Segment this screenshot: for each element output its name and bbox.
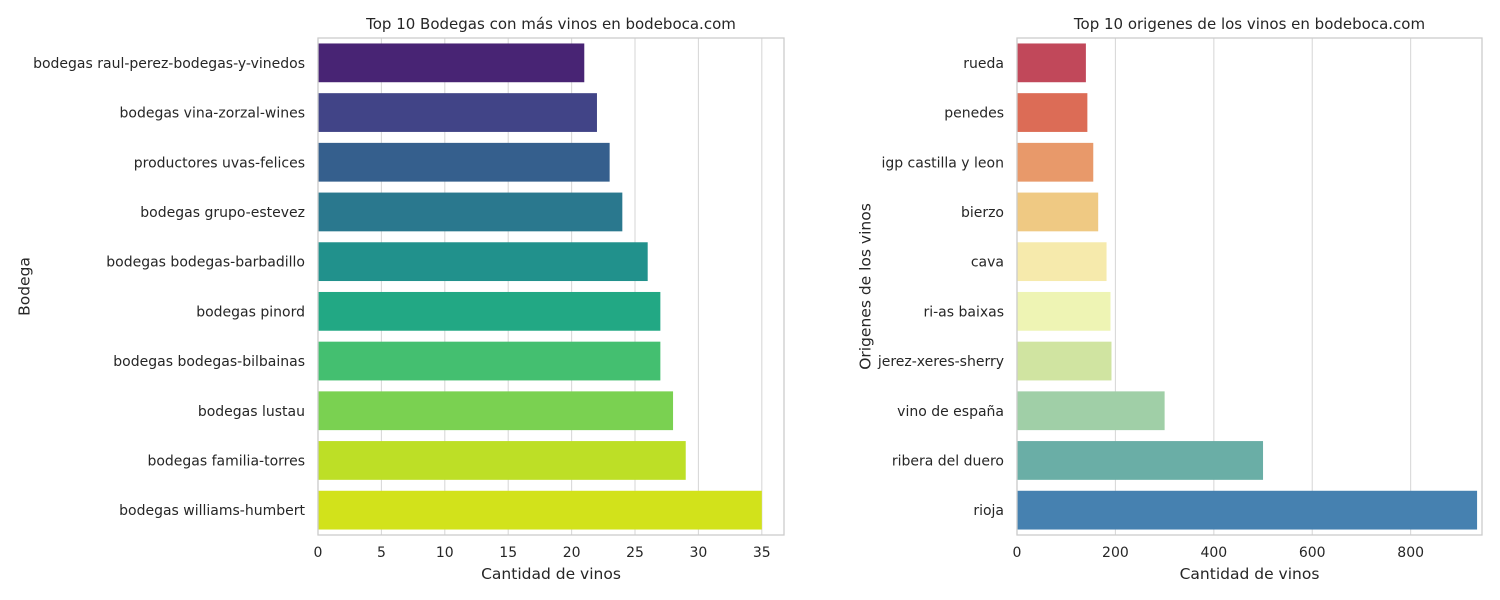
origenes-x-tick-label: 0 (1013, 545, 1022, 561)
origenes-bar (1017, 490, 1478, 530)
bodegas-x-tick-label: 25 (626, 545, 644, 561)
origenes-y-tick-label: ribera del duero (892, 453, 1004, 469)
bodegas-y-tick-label: bodegas bodegas-bilbainas (113, 354, 305, 370)
origenes-y-tick-label: vino de españa (897, 404, 1004, 420)
origenes-x-tick-label: 600 (1299, 545, 1326, 561)
origenes-x-axis-label: Cantidad de vinos (1180, 565, 1320, 583)
bodegas-y-axis-label: Bodega (16, 257, 34, 316)
bodegas-y-tick-label: bodegas raul-perez-bodegas-y-vinedos (33, 56, 305, 72)
origenes-y-tick-label: ri-as baixas (923, 304, 1004, 320)
origenes-y-tick-label: cava (971, 255, 1004, 271)
origenes-bar (1017, 341, 1112, 381)
origenes-plot-frame (1016, 37, 1483, 536)
origenes-x-tick-label: 800 (1397, 545, 1424, 561)
origenes-bar (1017, 93, 1088, 132)
origenes-bar (1017, 43, 1086, 83)
bodegas-bar (318, 291, 661, 331)
bodegas-bar (318, 490, 762, 530)
origenes-bar (1017, 441, 1264, 480)
origenes-bar (1017, 242, 1107, 282)
bodegas-y-tick-label: bodegas vina-zorzal-wines (120, 106, 306, 122)
bodegas-x-tick-label: 30 (689, 545, 707, 561)
origenes-bar (1017, 192, 1099, 232)
bodegas-bar (318, 43, 585, 83)
origenes-y-axis-label: Origenes de los vinos (857, 203, 875, 370)
origenes-y-tick-label: bierzo (961, 205, 1004, 221)
bodegas-x-tick-label: 20 (563, 545, 581, 561)
bodegas-y-tick-label: bodegas familia-torres (147, 453, 305, 469)
origenes-y-tick-label: penedes (944, 106, 1004, 122)
origenes-y-tick-label: igp castilla y leon (881, 155, 1004, 171)
bodegas-plot-frame (317, 37, 785, 536)
bodegas-y-tick-label: bodegas pinord (196, 304, 305, 320)
origenes-bars (1017, 43, 1478, 530)
bodegas-bar (318, 142, 610, 182)
bodegas-x-tick-label: 10 (436, 545, 454, 561)
origenes-x-tick-label: 400 (1200, 545, 1227, 561)
bodegas-y-tick-label: bodegas lustau (198, 404, 305, 420)
origenes-bar (1017, 142, 1094, 182)
bodegas-x-tick-labels: 0 5 10 15 20 25 30 35 (314, 545, 771, 561)
bodegas-bar (318, 93, 597, 132)
bodegas-y-tick-label: bodegas williams-humbert (119, 503, 305, 519)
bodegas-x-tick-label: 15 (499, 545, 517, 561)
origenes-y-tick-labels: rueda penedes igp castilla y leon bierzo cav… (877, 56, 1004, 519)
origenes-y-tick-label: rueda (963, 56, 1004, 72)
bodegas-y-tick-labels: bodegas raul-perez-bodegas-y-vinedos bode… (33, 56, 305, 519)
origenes-x-tick-labels: 0 200 400 600 800 (1013, 545, 1424, 561)
origenes-bar (1017, 291, 1111, 331)
bodegas-bar (318, 341, 661, 381)
origenes-bar (1017, 391, 1165, 431)
bodegas-x-tick-label: 0 (314, 545, 323, 561)
origenes-x-tick-label: 200 (1102, 545, 1129, 561)
bodegas-x-tick-label: 35 (753, 545, 771, 561)
origenes-chart-title: Top 10 origenes de los vinos en bodeboca… (1073, 15, 1425, 33)
bodegas-bar (318, 391, 674, 431)
origenes-y-tick-label: jerez-xeres-sherry (877, 354, 1004, 370)
origenes-y-tick-label: rioja (973, 503, 1004, 519)
bodegas-x-axis-label: Cantidad de vinos (481, 565, 621, 583)
bodegas-y-tick-label: bodegas grupo-estevez (140, 205, 305, 221)
origenes-chart: rueda penedes igp castilla y leon bierzo cav… (857, 15, 1483, 583)
bodegas-chart: bodegas raul-perez-bodegas-y-vinedos bode… (16, 15, 785, 583)
bodegas-y-tick-label: productores uvas-felices (134, 155, 305, 171)
bodegas-bar (318, 192, 623, 232)
bodegas-bar (318, 441, 686, 480)
bodegas-chart-title: Top 10 Bodegas con más vinos en bodeboca… (365, 15, 736, 33)
bodegas-x-tick-label: 5 (377, 545, 386, 561)
bodegas-y-tick-label: bodegas bodegas-barbadillo (106, 255, 305, 271)
bodegas-bar (318, 242, 648, 282)
bodegas-bars (318, 43, 762, 530)
